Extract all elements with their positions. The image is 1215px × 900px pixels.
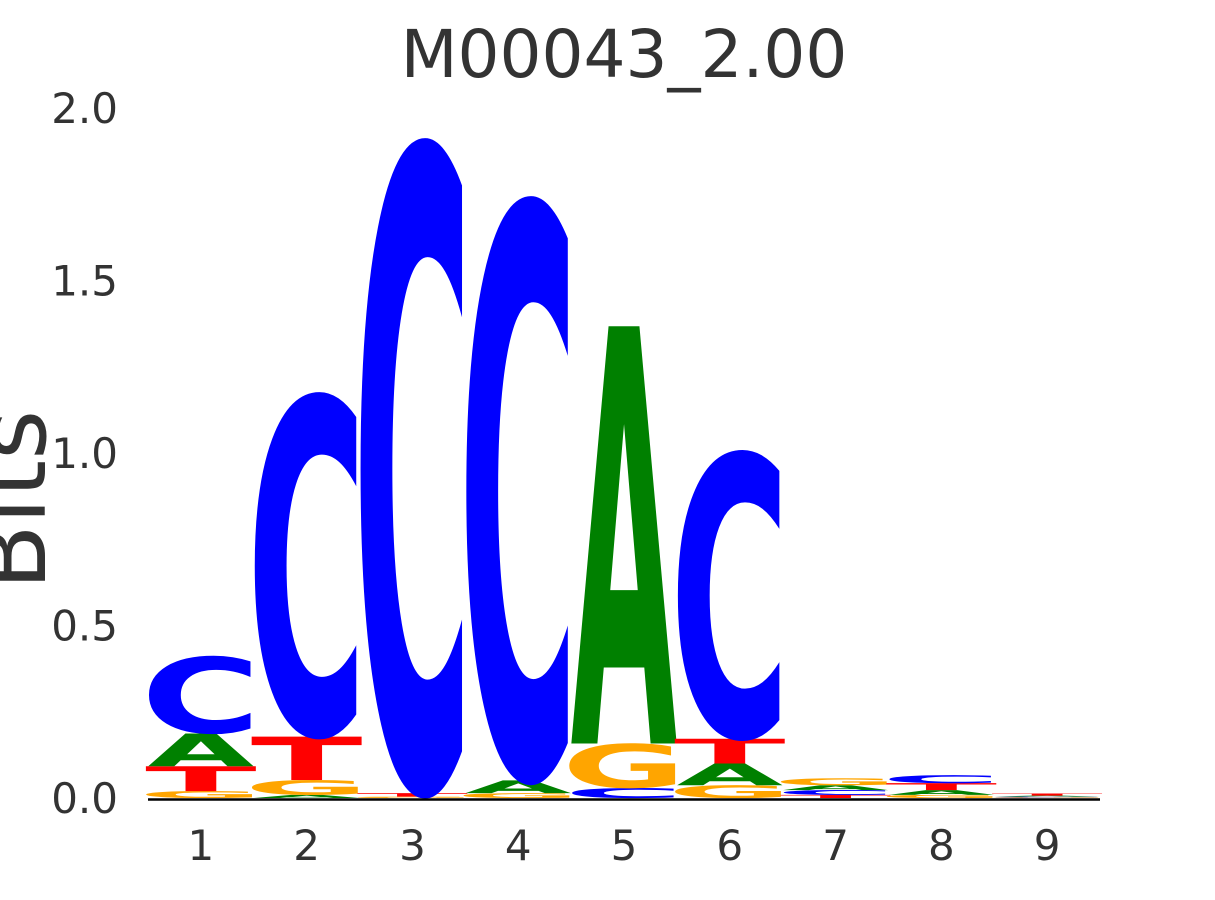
logo-letter-glyph: A <box>994 795 1101 797</box>
logo-letter-glyph: A <box>888 789 995 797</box>
logo-letter-c-pos6: C <box>670 379 790 827</box>
logo-letter-glyph: A <box>148 725 255 777</box>
logo-letter-a-pos2: A <box>253 794 360 799</box>
logo-letter-a-pos9: A <box>994 795 1101 797</box>
y-tick-label: 1.0 <box>51 429 118 478</box>
logo-letter-glyph: T <box>780 794 892 799</box>
logo-letter-glyph: T <box>145 759 257 799</box>
x-tick-label: 4 <box>505 821 532 870</box>
logo-letter-glyph: C <box>352 0 472 900</box>
x-tick-label: 1 <box>188 821 215 870</box>
logo-letter-t-pos1: T <box>145 759 257 799</box>
logo-letter-glyph: C <box>247 308 367 842</box>
logo-letter-a-pos1: A <box>148 725 255 777</box>
x-tick-label: 8 <box>928 821 955 870</box>
logo-letter-t-pos6: T <box>674 732 786 772</box>
logo-letter-glyph: T <box>886 781 998 792</box>
logo-letter-glyph: A <box>253 794 360 799</box>
logo-letter-g-pos9: G <box>985 797 1110 798</box>
logo-letter-g-pos7: G <box>773 777 898 788</box>
logo-letter-glyph: C <box>776 789 896 796</box>
logo-letter-glyph: G <box>562 733 687 802</box>
logo-letter-c-pos3: C <box>352 0 472 900</box>
y-tick-label: 0.5 <box>51 602 118 651</box>
logo-letter-t-pos8: T <box>886 781 998 792</box>
logo-letter-g-pos2: G <box>244 776 369 799</box>
logo-letter-glyph: G <box>879 794 1004 799</box>
logo-letter-c-pos2: C <box>247 308 367 842</box>
logo-letter-g-pos5: G <box>562 733 687 802</box>
x-tick-label: 2 <box>293 821 320 870</box>
logo-letter-glyph: T <box>357 792 469 797</box>
logo-letter-glyph: G <box>773 777 898 788</box>
logo-letter-t-pos7: T <box>780 794 892 799</box>
logo-letter-glyph: C <box>881 773 1001 785</box>
logo-letter-glyph: G <box>667 782 792 802</box>
logo-letter-t-pos9: T <box>991 793 1103 796</box>
x-tick-label: 3 <box>399 821 426 870</box>
logo-letter-glyph: G <box>456 792 581 800</box>
logo-letter-glyph: G <box>985 797 1110 798</box>
logo-letter-a-pos7: A <box>782 784 889 792</box>
logo-letter-glyph: G <box>244 776 369 799</box>
logo-letter-glyph: C <box>670 379 790 827</box>
chart-title: M00043_2.00 <box>400 16 848 93</box>
y-tick-label: 1.5 <box>51 257 118 306</box>
x-tick-label: 5 <box>611 821 638 870</box>
logo-letter-a-pos4: A <box>465 777 572 797</box>
logo-letter-c-pos8: C <box>881 773 1001 785</box>
logo-letter-a-pos8: A <box>888 789 995 797</box>
logo-letter-t-pos2: T <box>251 725 363 794</box>
logo-letter-glyph: A <box>571 214 679 879</box>
logo-letter-g-pos3: G <box>350 796 475 798</box>
logo-letter-c-pos1: C <box>141 637 261 757</box>
logo-letter-glyph: A <box>782 784 889 792</box>
logo-letter-glyph: G <box>350 796 475 798</box>
logo-letter-g-pos4: G <box>456 792 581 800</box>
logo-letter-c-pos9: C <box>987 796 1107 797</box>
x-tick-label: 9 <box>1034 821 1061 870</box>
logo-letter-c-pos4: C <box>458 52 578 900</box>
logo-letter-glyph: C <box>458 52 578 900</box>
x-tick-label: 7 <box>822 821 849 870</box>
logo-letter-glyph: T <box>251 725 363 794</box>
logo-letter-a-pos5: A <box>571 214 679 879</box>
logo-letter-glyph: C <box>141 637 261 757</box>
logo-letter-c-pos7: C <box>776 789 896 796</box>
logo-letter-t-pos3: T <box>357 792 469 797</box>
logo-letter-glyph: A <box>465 777 572 797</box>
logo-letter-glyph: C <box>564 786 684 802</box>
logo-letter-glyph: A <box>676 757 783 792</box>
logo-letter-glyph: T <box>674 732 786 772</box>
y-tick-label: 2.0 <box>51 84 118 133</box>
logo-letter-a-pos6: A <box>676 757 783 792</box>
y-tick-label: 0.0 <box>51 774 118 823</box>
logo-letter-glyph: G <box>139 789 264 800</box>
x-tick-label: 6 <box>716 821 743 870</box>
logo-letter-g-pos8: G <box>879 794 1004 799</box>
logo-letter-glyph: T <box>991 793 1103 796</box>
logo-letter-c-pos5: C <box>564 786 684 802</box>
logo-letter-glyph: C <box>987 796 1107 797</box>
logo-letter-g-pos1: G <box>139 789 264 800</box>
logo-letter-g-pos6: G <box>667 782 792 802</box>
